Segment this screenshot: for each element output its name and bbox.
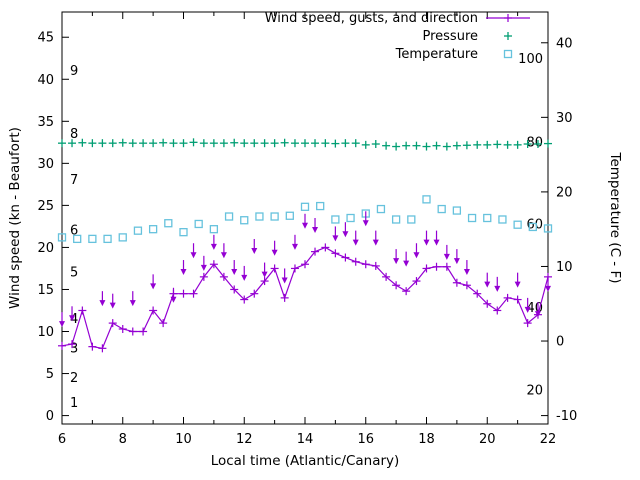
svg-text:3: 3: [70, 341, 78, 356]
legend-label-temperature: Temperature: [395, 46, 478, 62]
svg-text:80: 80: [526, 135, 543, 150]
svg-text:20: 20: [37, 241, 54, 256]
svg-text:0: 0: [46, 409, 54, 424]
svg-text:18: 18: [418, 432, 435, 447]
x-axis-label: Local time (Atlantic/Canary): [210, 453, 400, 469]
svg-text:10: 10: [175, 432, 192, 447]
svg-text:25: 25: [37, 199, 54, 214]
svg-text:8: 8: [70, 127, 78, 142]
svg-text:2: 2: [70, 371, 78, 386]
right-y-axis-label: Temperature (C - F): [607, 152, 623, 284]
svg-text:20: 20: [479, 432, 496, 447]
svg-text:40: 40: [556, 36, 573, 51]
left-y-axis-label: Wind speed (kn - Beaufort): [7, 127, 23, 309]
svg-text:30: 30: [37, 157, 54, 172]
svg-text:5: 5: [70, 266, 78, 281]
svg-text:14: 14: [297, 432, 314, 447]
legend-label-pressure: Pressure: [422, 28, 478, 44]
pressure-marker-sample-icon: [484, 29, 532, 43]
svg-text:30: 30: [556, 111, 573, 126]
wind-line-sample-icon: [484, 11, 532, 25]
svg-text:6: 6: [58, 432, 66, 447]
legend-item-temperature: Temperature: [160, 45, 532, 63]
svg-text:45: 45: [37, 31, 54, 46]
svg-text:40: 40: [37, 73, 54, 88]
legend-item-pressure: Pressure: [160, 27, 532, 45]
svg-text:16: 16: [357, 432, 374, 447]
temperature-marker-sample-icon: [484, 47, 532, 61]
svg-text:100: 100: [518, 52, 543, 67]
svg-text:22: 22: [540, 432, 557, 447]
svg-text:10: 10: [37, 325, 54, 340]
legend-item-wind: Wind speed, gusts, and direction: [160, 9, 532, 27]
svg-text:5: 5: [46, 367, 54, 382]
svg-text:0: 0: [556, 335, 564, 350]
svg-text:12: 12: [236, 432, 253, 447]
svg-text:1: 1: [70, 396, 78, 411]
svg-text:20: 20: [556, 185, 573, 200]
legend-label-wind: Wind speed, gusts, and direction: [264, 10, 478, 26]
svg-text:8: 8: [119, 432, 127, 447]
svg-text:10: 10: [556, 260, 573, 275]
svg-text:35: 35: [37, 115, 54, 130]
legend: Wind speed, gusts, and direction Pressur…: [160, 9, 532, 63]
svg-text:15: 15: [37, 283, 54, 298]
svg-text:60: 60: [526, 218, 543, 233]
svg-text:4: 4: [70, 312, 78, 327]
svg-text:-10: -10: [556, 409, 577, 424]
svg-text:9: 9: [70, 64, 78, 79]
svg-text:7: 7: [70, 173, 78, 188]
svg-text:20: 20: [526, 383, 543, 398]
svg-text:6: 6: [70, 224, 78, 239]
